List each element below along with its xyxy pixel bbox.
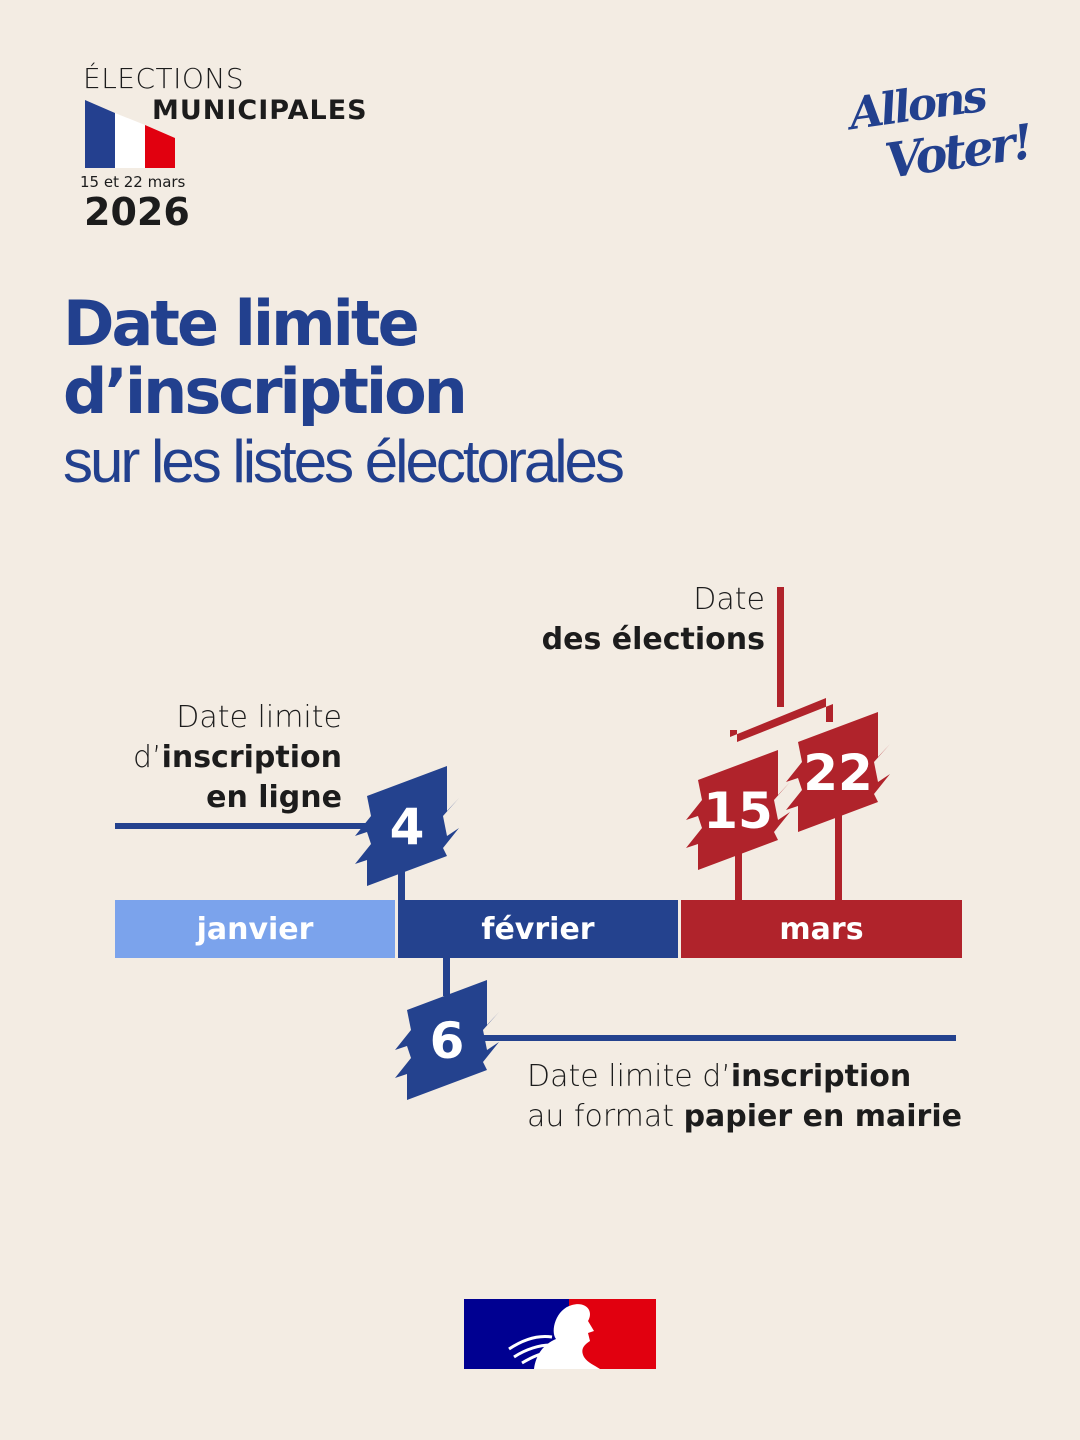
label-paper-deadline: Date limite d’inscription au format papi… <box>527 1057 962 1137</box>
calendar-badge-4: 4 <box>355 766 459 886</box>
label-line: Date limite <box>176 700 342 735</box>
page-title: Date limite d’inscription sur les listes… <box>63 287 625 498</box>
calendar-page-icon <box>786 712 890 832</box>
label-bold: des élections <box>541 622 765 657</box>
label-line: Date limite d’inscription <box>527 1057 962 1097</box>
label-bold: papier en mairie <box>683 1099 962 1134</box>
badge-day: 6 <box>430 1012 465 1070</box>
month-label: février <box>481 911 595 947</box>
calendar-page-icon <box>686 750 790 870</box>
month-fevrier: février <box>398 900 678 958</box>
title-line3: sur les listes électorales <box>63 428 625 495</box>
connector-line-6 <box>480 1035 956 1041</box>
label-text: au format <box>527 1099 684 1134</box>
logo-municipales-text: MUNICIPALES <box>152 95 368 126</box>
label-line: au format papier en mairie <box>527 1097 962 1137</box>
month-mars: mars <box>681 900 962 958</box>
calendar-badge-22: 22 <box>786 712 890 832</box>
badge-day: 22 <box>803 744 873 802</box>
badge-day: 4 <box>390 798 425 856</box>
label-line: en ligne <box>133 778 342 818</box>
logo-year: 2026 <box>84 190 190 234</box>
label-line: des élections <box>542 620 765 660</box>
title-line1: Date limite <box>63 287 420 360</box>
calendar-page-icon <box>355 766 459 886</box>
label-bold: inscription <box>730 1059 912 1094</box>
month-label: janvier <box>196 911 314 947</box>
elections-bracket <box>730 587 842 902</box>
badge-day: 15 <box>703 782 773 840</box>
calendar-badge-6: 6 <box>395 980 499 1100</box>
stem-4 <box>398 860 405 902</box>
label-line: d’inscription <box>133 738 342 778</box>
label-line: Date <box>693 582 765 617</box>
month-label: mars <box>779 911 864 947</box>
calendar-badge-15: 15 <box>686 750 790 870</box>
label-bold: en ligne <box>206 780 342 815</box>
month-janvier: janvier <box>115 900 395 958</box>
calendar-page-icon <box>395 980 499 1100</box>
label-text: d’ <box>132 740 162 775</box>
french-flag-icon <box>85 100 175 168</box>
stem-6 <box>443 956 450 996</box>
republique-francaise-emblem <box>464 1299 656 1369</box>
label-online-deadline: Date limite d’inscription en ligne <box>133 698 342 818</box>
label-election-date: Date des élections <box>542 580 765 660</box>
label-bold: inscription <box>161 740 342 775</box>
logo-dates: 15 et 22 mars <box>80 173 186 191</box>
logo-elections-text: ÉLECTIONS <box>83 62 245 95</box>
label-text: Date limite d’ <box>527 1059 731 1094</box>
connector-line-4 <box>115 823 375 829</box>
title-line2: d’inscription <box>63 355 468 428</box>
